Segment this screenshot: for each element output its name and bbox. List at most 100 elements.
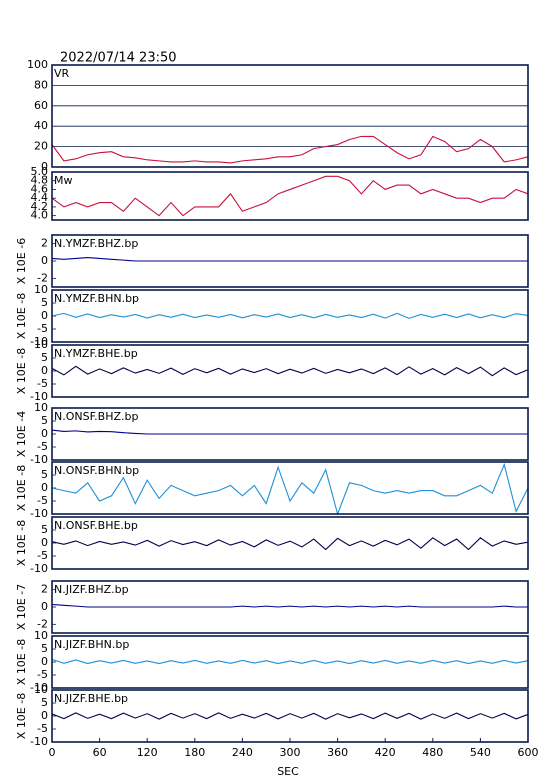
- trace-label: N.YMZF.BHE.bp: [54, 347, 138, 360]
- y-tick-label: 0: [41, 600, 48, 613]
- x-tick-label: 240: [232, 746, 253, 759]
- panel-frame: [51, 344, 529, 398]
- x-tick-label: 0: [49, 746, 56, 759]
- panel-frame: [51, 289, 529, 343]
- panel-frame: [51, 234, 529, 288]
- y-tick-label: 4.0: [31, 209, 49, 222]
- y-tick-label: 0: [41, 160, 48, 173]
- date-title: 2022/07/14 23:50: [60, 51, 177, 66]
- trace-label: N.ONSF.BHZ.bp: [54, 410, 138, 423]
- trace-label: N.JIZF.BHZ.bp: [54, 583, 129, 596]
- trace-label: N.YMZF.BHN.bp: [54, 292, 139, 305]
- y-axis-label: X 10E -7: [15, 584, 28, 630]
- y-tick-label: 5: [41, 296, 48, 309]
- x-tick-label: 420: [375, 746, 396, 759]
- y-tick-label: 100: [27, 58, 48, 71]
- y-tick-label: 0: [41, 364, 48, 377]
- y-tick-label: 5: [41, 696, 48, 709]
- trace-label: N.ONSF.BHE.bp: [54, 519, 138, 532]
- y-tick-label: 5: [41, 642, 48, 655]
- y-tick-label: 40: [34, 119, 48, 132]
- trace: [51, 175, 529, 217]
- trace-label: VR: [54, 67, 70, 80]
- x-tick-label: 600: [518, 746, 539, 759]
- y-tick-label: 0: [41, 427, 48, 440]
- trace: [51, 462, 529, 516]
- y-tick-label: 10: [34, 683, 48, 696]
- y-axis-label: X 10E -8: [15, 639, 28, 685]
- y-tick-label: -10: [30, 562, 48, 575]
- trace: [51, 603, 528, 608]
- y-tick-label: 0: [41, 254, 48, 267]
- trace: [51, 312, 529, 319]
- trace: [51, 658, 529, 665]
- y-tick-label: 4.4: [31, 191, 49, 204]
- x-tick-label: 120: [137, 746, 158, 759]
- y-tick-label: 0: [41, 536, 48, 549]
- panel-frame: [51, 635, 529, 689]
- y-tick-label: -10: [30, 735, 48, 748]
- trace: [51, 365, 529, 377]
- y-tick-label: -5: [37, 549, 48, 562]
- y-tick-label: 10: [34, 283, 48, 296]
- y-tick-label: 20: [34, 140, 48, 153]
- panel-frame: [51, 64, 529, 168]
- y-tick-label: 4.2: [31, 200, 49, 213]
- panel-frame: [51, 171, 529, 221]
- y-tick-label: 0: [41, 709, 48, 722]
- y-tick-label: 10: [34, 629, 48, 642]
- y-tick-label: -2: [37, 271, 48, 284]
- trace: [51, 537, 529, 551]
- y-tick-label: -10: [30, 335, 48, 348]
- x-tick-label: 60: [93, 746, 107, 759]
- y-tick-label: 0: [41, 309, 48, 322]
- y-axis-label: X 10E -8: [15, 293, 28, 339]
- trace-label: N.ONSF.BHN.bp: [54, 464, 139, 477]
- y-tick-label: 2: [41, 237, 48, 250]
- y-tick-label: -2: [37, 617, 48, 630]
- y-axis-label: X 10E -8: [15, 348, 28, 394]
- trace-label: N.JIZF.BHE.bp: [54, 692, 128, 705]
- x-tick-label: 300: [280, 746, 301, 759]
- y-tick-label: -10: [30, 453, 48, 466]
- panel-frame: [51, 580, 529, 634]
- trace: [51, 256, 528, 262]
- y-tick-label: -5: [37, 722, 48, 735]
- y-tick-label: 0: [41, 655, 48, 668]
- y-tick-label: -10: [30, 681, 48, 694]
- y-tick-label: -10: [30, 390, 48, 403]
- y-tick-label: 5: [41, 523, 48, 536]
- trace-label: N.JIZF.BHN.bp: [54, 638, 129, 651]
- y-axis-label: X 10E -8: [15, 693, 28, 739]
- y-tick-label: -5: [37, 440, 48, 453]
- y-tick-label: 5: [41, 351, 48, 364]
- x-axis-label: SEC: [277, 765, 299, 778]
- y-tick-label: 60: [34, 99, 48, 112]
- y-axis-label: X 10E -8: [15, 465, 28, 511]
- y-tick-label: 80: [34, 78, 48, 91]
- y-tick-label: -5: [37, 668, 48, 681]
- y-tick-label: 2: [41, 583, 48, 596]
- y-axis-label: X 10E -8: [15, 520, 28, 566]
- panel-frame: [51, 516, 529, 570]
- y-tick-label: 5.0: [31, 165, 49, 178]
- y-tick-label: -5: [37, 377, 48, 390]
- y-tick-label: -5: [37, 494, 48, 507]
- y-tick-label: 4.6: [31, 182, 49, 195]
- y-tick-label: 10: [34, 338, 48, 351]
- trace: [51, 712, 529, 720]
- y-axis-label: X 10E -4: [15, 411, 28, 457]
- trace-label: N.YMZF.BHZ.bp: [54, 237, 138, 250]
- x-tick-label: 180: [184, 746, 205, 759]
- x-tick-label: 360: [327, 746, 348, 759]
- y-tick-label: -10: [30, 507, 48, 520]
- panel-frame: [51, 407, 529, 461]
- y-tick-label: 5: [41, 468, 48, 481]
- x-tick-label: 540: [470, 746, 491, 759]
- y-tick-label: -5: [37, 322, 48, 335]
- trace: [51, 429, 528, 435]
- panel-frame: [51, 461, 529, 515]
- y-tick-label: 10: [34, 401, 48, 414]
- y-axis-label: X 10E -6: [15, 238, 28, 284]
